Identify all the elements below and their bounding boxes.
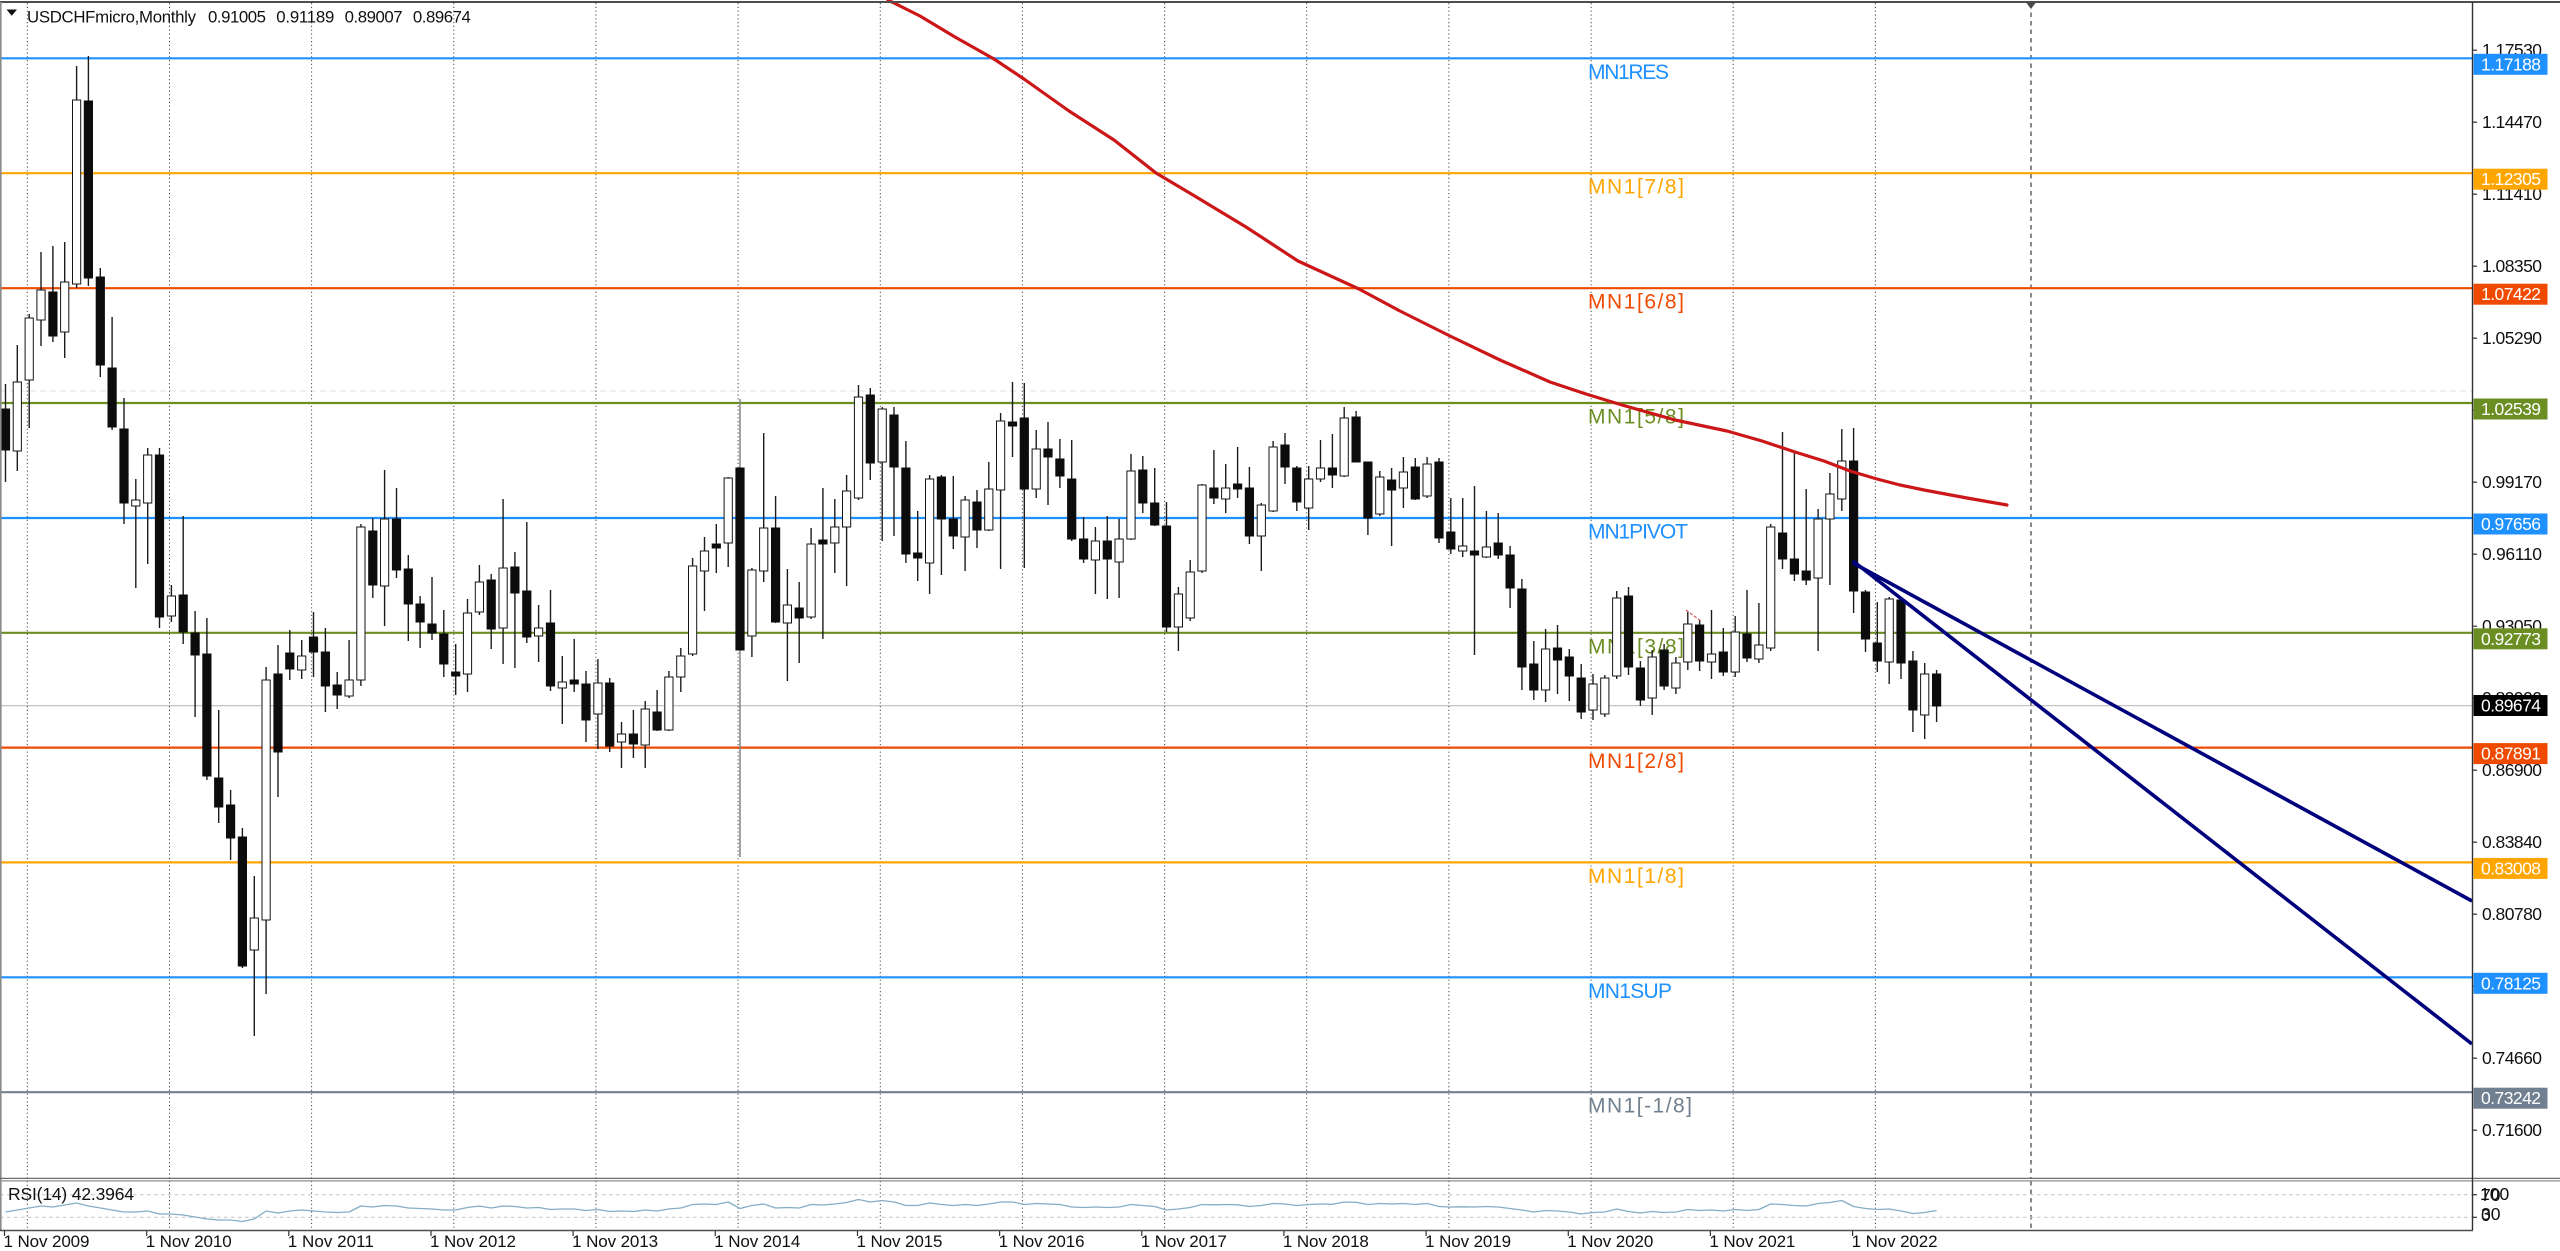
svg-text:1.17188: 1.17188	[2481, 54, 2541, 74]
svg-text:1 Nov 2010: 1 Nov 2010	[146, 1232, 232, 1251]
svg-text:MN1SUP: MN1SUP	[1588, 980, 1672, 1003]
svg-text:MN1PIVOT: MN1PIVOT	[1588, 521, 1688, 544]
svg-text:1.08350: 1.08350	[2482, 256, 2542, 276]
svg-text:0.73242: 0.73242	[2481, 1088, 2541, 1108]
svg-text:MN1[-1/8]: MN1[-1/8]	[1588, 1095, 1692, 1118]
svg-text:1.07422: 1.07422	[2481, 284, 2541, 304]
svg-text:1 Nov 2013: 1 Nov 2013	[572, 1232, 658, 1251]
svg-text:0.89674: 0.89674	[2481, 696, 2541, 716]
svg-text:1 Nov 2021: 1 Nov 2021	[1709, 1232, 1795, 1251]
svg-text:USDCHFmicro,Monthly: USDCHFmicro,Monthly	[27, 8, 197, 27]
svg-text:1 Nov 2019: 1 Nov 2019	[1425, 1232, 1511, 1251]
svg-text:1 Nov 2022: 1 Nov 2022	[1852, 1232, 1938, 1251]
svg-text:RSI(14) 42.3964: RSI(14) 42.3964	[8, 1184, 134, 1204]
svg-text:1 Nov 2014: 1 Nov 2014	[714, 1232, 800, 1251]
svg-text:1.14470: 1.14470	[2482, 112, 2542, 132]
svg-text:1 Nov 2009: 1 Nov 2009	[4, 1232, 90, 1251]
svg-text:MN1[2/8]: MN1[2/8]	[1588, 750, 1684, 773]
svg-text:1.02539: 1.02539	[2481, 399, 2541, 419]
svg-text:0.83008: 0.83008	[2481, 858, 2541, 878]
svg-text:0.92773: 0.92773	[2481, 629, 2541, 649]
svg-text:0.78125: 0.78125	[2481, 973, 2541, 993]
svg-text:MN1RES: MN1RES	[1588, 61, 1669, 84]
svg-text:1 Nov 2018: 1 Nov 2018	[1283, 1232, 1369, 1251]
svg-text:MN1[7/8]: MN1[7/8]	[1588, 176, 1684, 199]
svg-text:70: 70	[2481, 1185, 2501, 1205]
svg-text:1.05290: 1.05290	[2482, 328, 2542, 348]
svg-text:0.83840: 0.83840	[2482, 832, 2542, 852]
svg-text:0.74660: 0.74660	[2482, 1048, 2542, 1068]
svg-text:30: 30	[2481, 1204, 2501, 1224]
svg-text:1 Nov 2012: 1 Nov 2012	[430, 1232, 516, 1251]
svg-text:MN1[1/8]: MN1[1/8]	[1588, 865, 1684, 888]
svg-text:0.99170: 0.99170	[2482, 472, 2542, 492]
svg-text:1.12305: 1.12305	[2481, 169, 2541, 189]
svg-text:0.97656: 0.97656	[2481, 514, 2541, 534]
svg-text:0.89674: 0.89674	[413, 8, 471, 27]
svg-text:MN1[5/8]: MN1[5/8]	[1588, 406, 1684, 429]
svg-text:0.91189: 0.91189	[276, 8, 334, 27]
svg-text:0.80780: 0.80780	[2482, 904, 2542, 924]
svg-text:1 Nov 2011: 1 Nov 2011	[288, 1232, 374, 1251]
svg-text:0.96110: 0.96110	[2482, 544, 2542, 564]
svg-text:MN1[3/8]: MN1[3/8]	[1588, 635, 1684, 658]
svg-text:0.87891: 0.87891	[2481, 744, 2541, 764]
svg-text:0.86900: 0.86900	[2482, 760, 2542, 780]
svg-text:1 Nov 2020: 1 Nov 2020	[1567, 1232, 1653, 1251]
svg-text:MN1[6/8]: MN1[6/8]	[1588, 291, 1684, 314]
svg-text:0.71600: 0.71600	[2482, 1120, 2542, 1140]
svg-text:1 Nov 2016: 1 Nov 2016	[999, 1232, 1085, 1251]
svg-text:100: 100	[2480, 1184, 2509, 1204]
svg-text:0.91005: 0.91005	[208, 8, 266, 27]
svg-text:1 Nov 2015: 1 Nov 2015	[857, 1232, 943, 1251]
svg-text:0.89007: 0.89007	[345, 8, 403, 27]
svg-text:0: 0	[2481, 1205, 2491, 1225]
svg-text:1 Nov 2017: 1 Nov 2017	[1141, 1232, 1227, 1251]
